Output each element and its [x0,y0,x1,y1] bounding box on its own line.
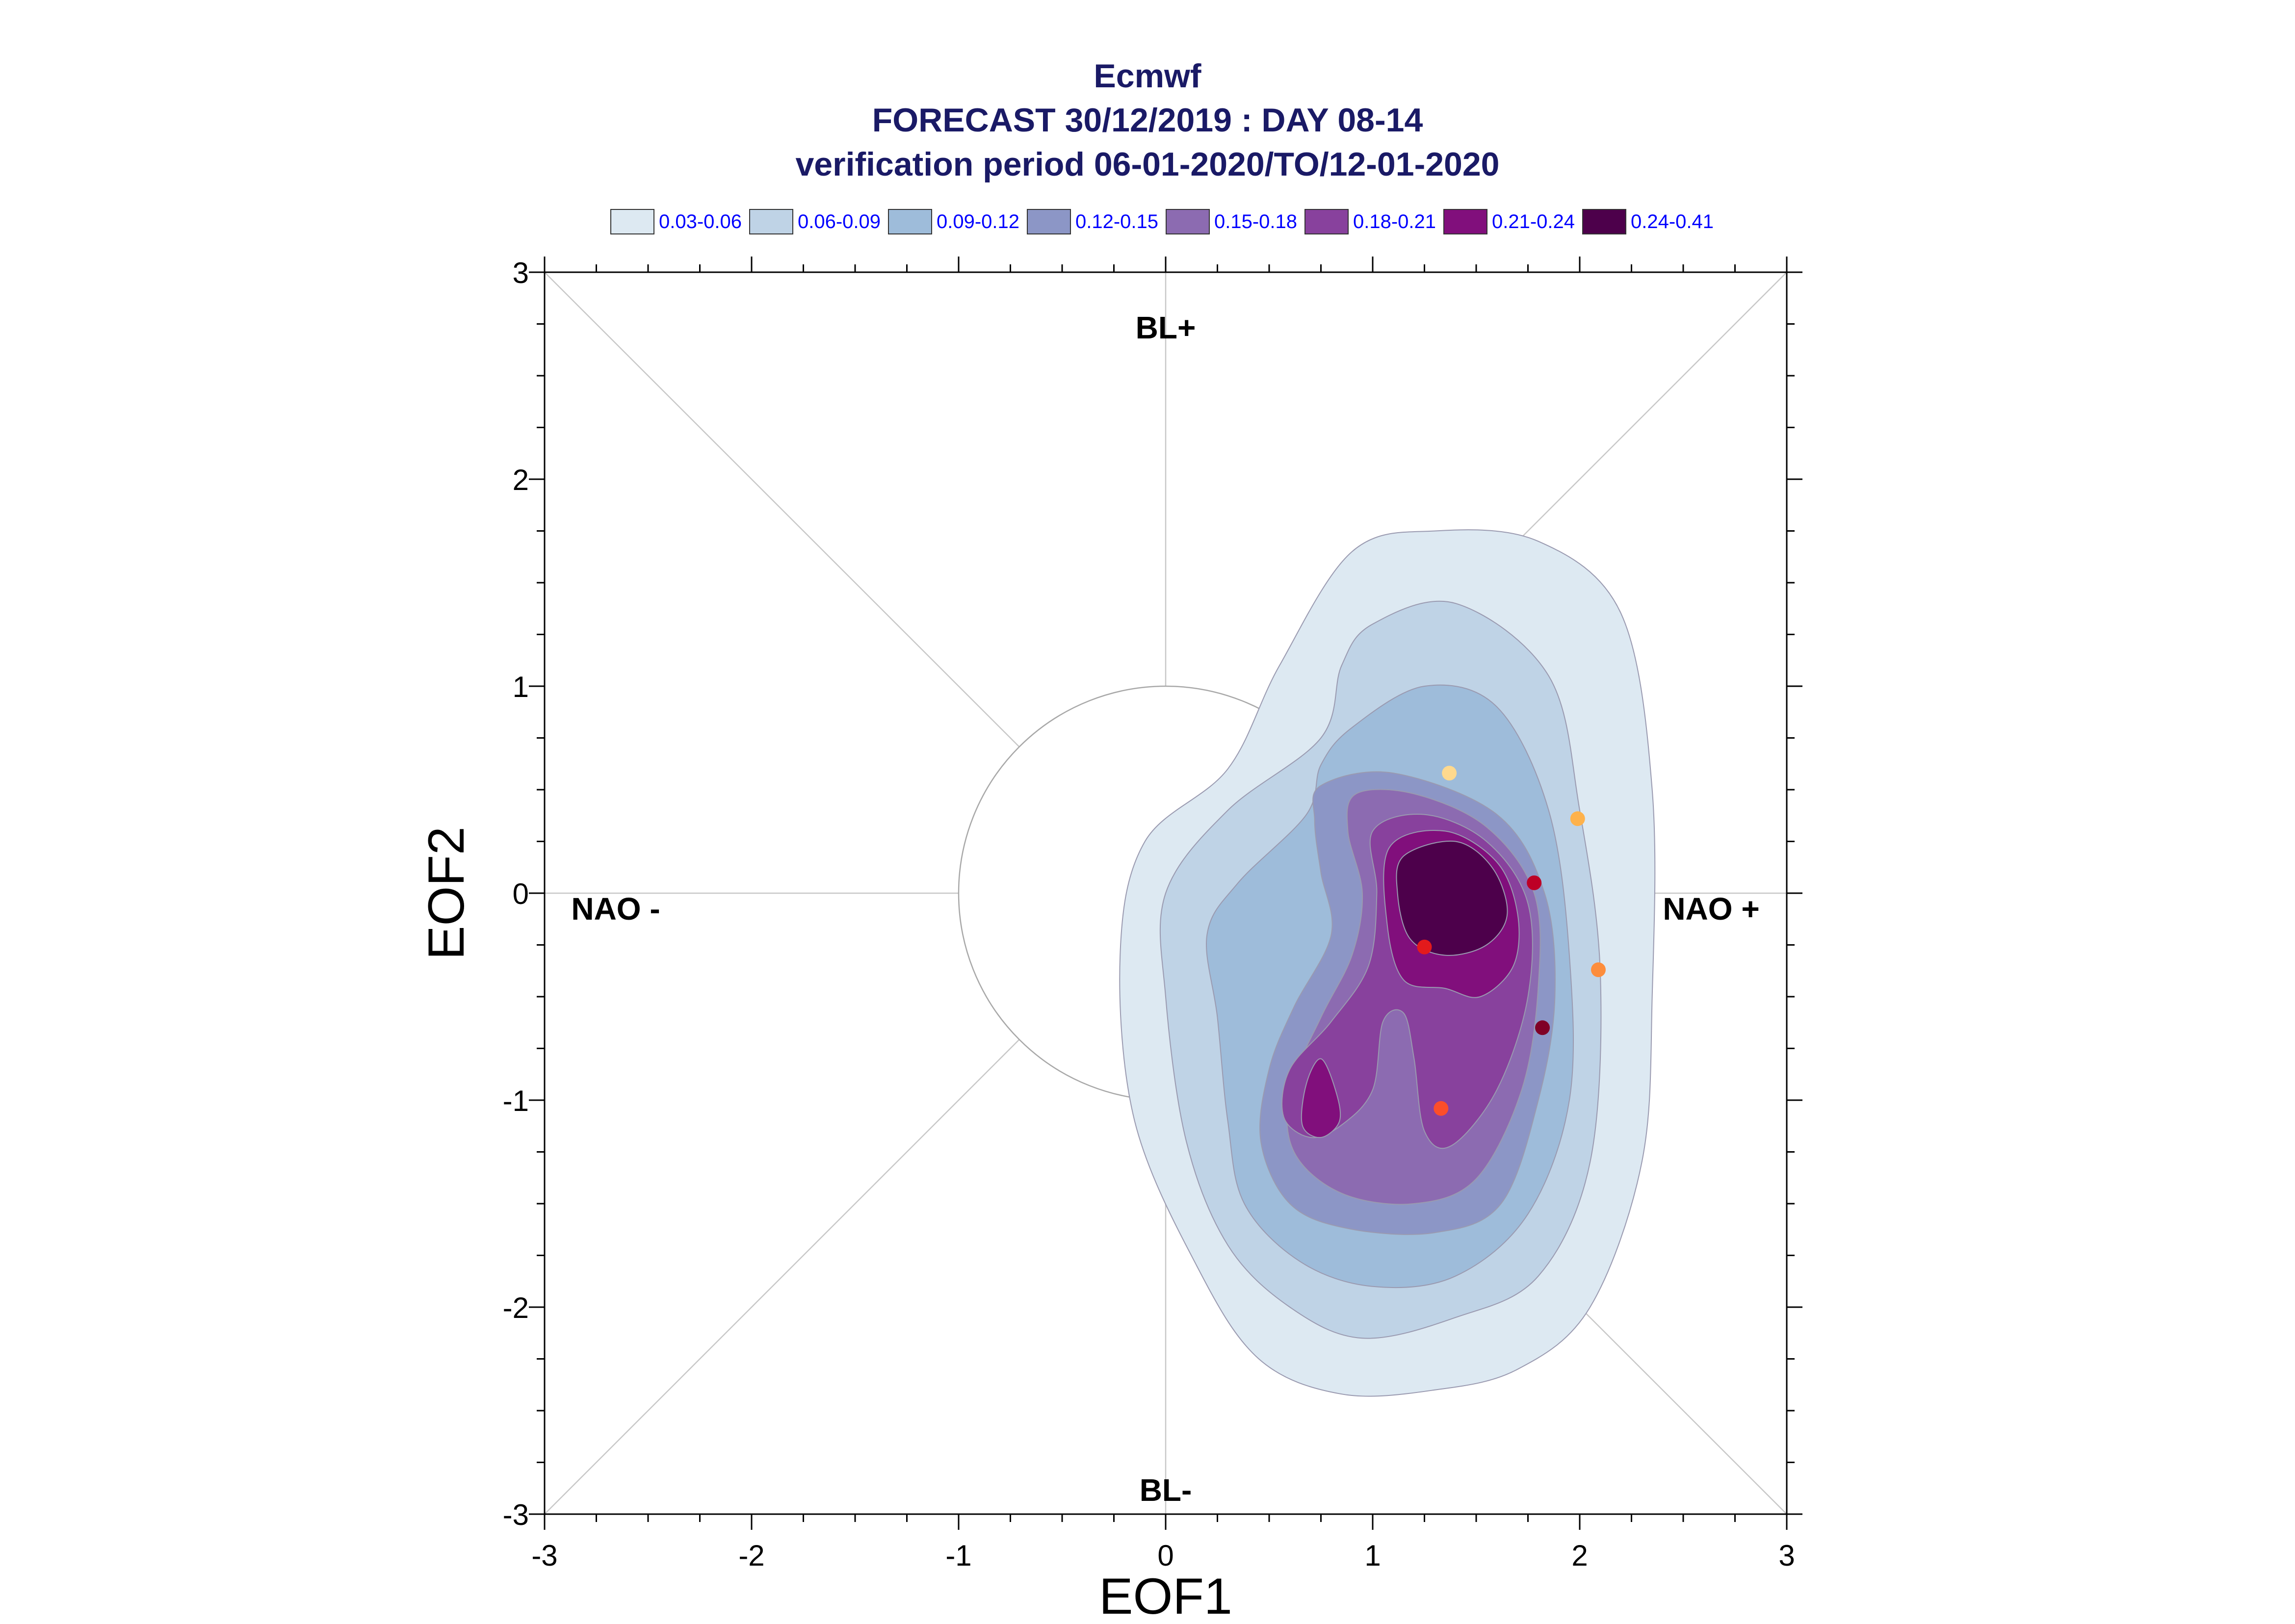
x-tick-label: 1 [1364,1539,1381,1572]
y-tick-label: 3 [513,257,529,289]
ensemble-point-5 [1535,1020,1550,1035]
regime-label-left: NAO - [571,891,660,927]
y-tick-label: 2 [513,464,529,496]
legend-swatch-0 [610,209,654,234]
density-contours [1119,529,1656,1397]
chart-title-line-1: Ecmwf [1094,57,1201,95]
legend-swatch-3 [1027,209,1071,234]
legend-label-1: 0.06-0.09 [798,211,881,232]
legend-swatch-7 [1582,209,1626,234]
ensemble-point-4 [1591,962,1606,978]
ensemble-points [1417,766,1606,1116]
y-axis-title: EOF2 [418,826,475,960]
legend-label-6: 0.21-0.24 [1492,211,1575,232]
legend-label-5: 0.18-0.21 [1353,211,1436,232]
legend-swatch-1 [749,209,793,234]
regime-label-right: NAO + [1663,891,1759,927]
legend-swatch-5 [1304,209,1349,234]
contour-level-6-1 [1301,1058,1341,1138]
x-tick-label: 0 [1157,1539,1174,1572]
x-tick-label: -1 [945,1539,971,1572]
x-tick-label: -3 [531,1539,557,1572]
y-tick-label: -3 [503,1498,529,1531]
ensemble-point-1 [1570,811,1585,826]
legend-swatch-6 [1443,209,1487,234]
legend-label-0: 0.03-0.06 [659,211,742,232]
legend-label-2: 0.09-0.12 [937,211,1019,232]
y-tick-label: -2 [503,1291,529,1324]
x-tick-label: -2 [738,1539,764,1572]
legend-swatch-2 [888,209,932,234]
ensemble-point-2 [1527,875,1542,890]
y-axis-ticks: 3 2 1 0 -1 -2 -3 [503,257,1802,1531]
x-tick-label: 3 [1778,1539,1795,1572]
y-tick-label: 1 [513,670,529,703]
y-tick-label: -1 [503,1084,529,1117]
contour-level-7-0 [1396,840,1508,956]
ensemble-point-3 [1417,939,1432,954]
ensemble-point-6 [1434,1101,1449,1116]
chart-title-line-2: FORECAST 30/12/2019 : DAY 08-14 [872,102,1423,139]
regime-label-top: BL+ [1136,310,1196,345]
x-axis-ticks: -3 -2 -1 0 1 2 3 [531,257,1795,1572]
legend: 0.03-0.06 0.06-0.09 0.09-0.12 0.12-0.15 0.15… [610,209,1714,234]
chart-title-line-3: verification period 06-01-2020/TO/12-01-… [795,146,1499,183]
x-axis-title: EOF1 [1099,1568,1232,1624]
x-tick-label: 2 [1571,1539,1588,1572]
regime-label-bottom: BL- [1140,1472,1192,1508]
legend-label-3: 0.12-0.15 [1075,211,1158,232]
y-tick-label: 0 [513,877,529,910]
legend-swatch-4 [1166,209,1210,234]
legend-label-4: 0.15-0.18 [1214,211,1297,232]
legend-label-7: 0.24-0.41 [1631,211,1714,232]
ensemble-point-0 [1442,766,1457,781]
